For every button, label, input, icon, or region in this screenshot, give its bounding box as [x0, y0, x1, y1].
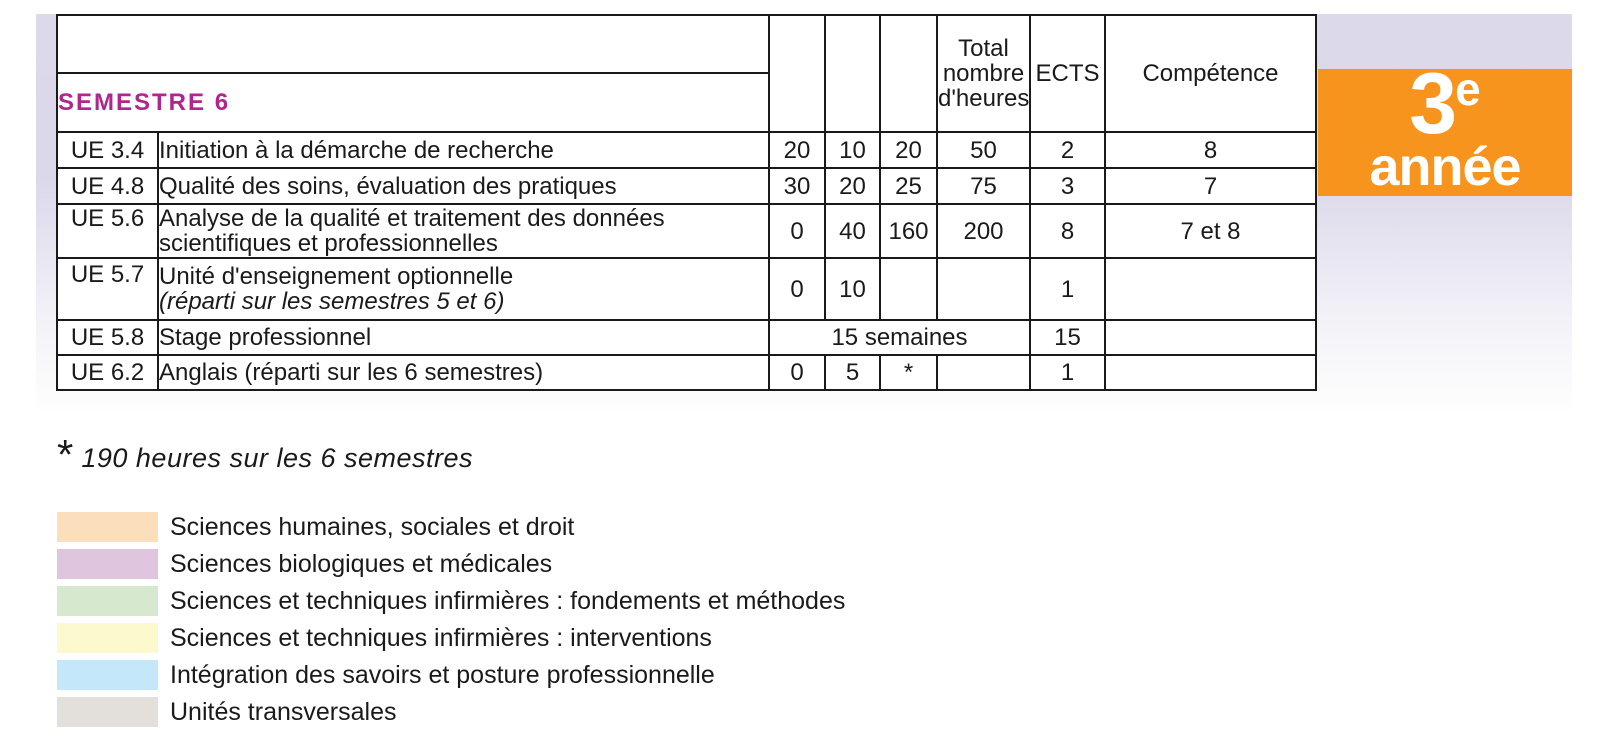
footnote: * 190 heures sur les 6 semestres	[57, 434, 473, 476]
legend-item: Sciences et techniques infirmières : int…	[57, 623, 845, 653]
year-badge: 3e année	[1318, 61, 1572, 198]
cm-cell: 0	[768, 257, 826, 321]
legend-item: Unités transversales	[57, 697, 845, 727]
total-cell	[936, 354, 1031, 391]
column-header-td: TD	[824, 14, 881, 133]
legend-item: Intégration des savoirs et posture profe…	[57, 660, 845, 690]
table-row: UE 6.2 Anglais (réparti sur les 6 semest…	[56, 354, 1317, 391]
ue-code-cell: UE 6.2	[56, 354, 159, 391]
cm-cell: 30	[768, 167, 826, 205]
table-row: UE 5.6 Analyse de la qualité et traiteme…	[56, 203, 1317, 259]
stage-duration-cell: 15 semaines	[768, 319, 1031, 356]
ects-cell: 2	[1029, 131, 1106, 169]
legend-label: Intégration des savoirs et posture profe…	[170, 660, 715, 689]
footnote-asterisk: *	[57, 431, 74, 478]
total-cell	[936, 257, 1031, 321]
ects-cell: 15	[1029, 319, 1106, 356]
td-cell: 40	[824, 203, 881, 259]
cm-cell: 0	[768, 354, 826, 391]
table-row: UE 5.7 Unité d'enseignement optionnelle …	[56, 257, 1317, 321]
ects-cell: 3	[1029, 167, 1106, 205]
legend-item: Sciences biologiques et médicales	[57, 549, 845, 579]
legend-swatch-unites-transversales	[57, 697, 158, 727]
competence-cell	[1104, 319, 1317, 356]
tp-cell: 25	[879, 167, 938, 205]
cm-cell: 20	[768, 131, 826, 169]
competence-cell: 7 et 8	[1104, 203, 1317, 259]
course-title-cell: Initiation à la démarche de recherche	[157, 131, 770, 169]
legend: Sciences humaines, sociales et droit Sci…	[57, 512, 845, 727]
td-cell: 10	[824, 257, 881, 321]
tp-cell	[879, 257, 938, 321]
legend-swatch-sciences-humaines	[57, 512, 158, 542]
ue-code-cell: UE 5.6	[56, 203, 159, 259]
ects-cell: 1	[1029, 354, 1106, 391]
tp-asterisk-cell: *	[879, 354, 938, 391]
semester-table: CM TD TP Total nombre d'heures ECTS Comp…	[56, 14, 1317, 391]
legend-swatch-integration-savoirs	[57, 660, 158, 690]
course-title-cell: Qualité des soins, évaluation des pratiq…	[157, 167, 770, 205]
ue-code-cell: UE 4.8	[56, 167, 159, 205]
course-title-cell: Anglais (réparti sur les 6 semestres)	[157, 354, 770, 391]
competence-cell	[1104, 257, 1317, 321]
total-cell: 200	[936, 203, 1031, 259]
legend-label: Sciences et techniques infirmières : int…	[170, 623, 712, 652]
legend-label: Sciences et techniques infirmières : fon…	[170, 586, 846, 615]
course-title-line: Unité d'enseignement optionnelle	[159, 263, 514, 290]
table-spacer	[56, 14, 770, 74]
td-cell: 20	[824, 167, 881, 205]
legend-label: Sciences humaines, sociales et droit	[170, 512, 575, 541]
year-badge-word: année	[1369, 137, 1521, 198]
page-title: SEMESTRE 6	[56, 72, 770, 133]
competence-cell	[1104, 354, 1317, 391]
course-title-cell: Unité d'enseignement optionnelle (répart…	[157, 257, 770, 321]
legend-item: Sciences et techniques infirmières : fon…	[57, 586, 845, 616]
td-cell: 5	[824, 354, 881, 391]
badge-number: 3	[1409, 55, 1457, 152]
course-title-cell: Stage professionnel	[157, 319, 770, 356]
column-header-total-hours: Total nombre d'heures	[936, 14, 1031, 133]
total-cell: 50	[936, 131, 1031, 169]
ue-code-cell: UE 5.8	[56, 319, 159, 356]
badge-ordinal: e	[1455, 62, 1481, 115]
legend-label: Unités transversales	[170, 697, 397, 726]
ects-cell: 8	[1029, 203, 1106, 259]
table-row: UE 3.4 Initiation à la démarche de reche…	[56, 131, 1317, 169]
year-badge-number: 3e	[1409, 61, 1480, 147]
tp-cell: 160	[879, 203, 938, 259]
legend-item: Sciences humaines, sociales et droit	[57, 512, 845, 542]
ue-code-cell: UE 3.4	[56, 131, 159, 169]
ects-cell: 1	[1029, 257, 1106, 321]
footnote-text: 190 heures sur les 6 semestres	[81, 443, 474, 473]
competence-cell: 8	[1104, 131, 1317, 169]
legend-swatch-fondements-methodes	[57, 586, 158, 616]
legend-label: Sciences biologiques et médicales	[170, 549, 553, 578]
total-cell: 75	[936, 167, 1031, 205]
td-cell: 10	[824, 131, 881, 169]
course-subtitle-line: (réparti sur les semestres 5 et 6)	[159, 288, 505, 315]
table-row: UE 4.8 Qualité des soins, évaluation des…	[56, 167, 1317, 205]
column-header-competence: Compétence	[1104, 14, 1317, 133]
cm-cell: 0	[768, 203, 826, 259]
column-header-cm: CM	[768, 14, 826, 133]
course-title-cell: Analyse de la qualité et traitement des …	[157, 203, 770, 259]
column-header-tp: TP	[879, 14, 938, 133]
competence-cell: 7	[1104, 167, 1317, 205]
legend-swatch-interventions	[57, 623, 158, 653]
column-header-ects: ECTS	[1029, 14, 1106, 133]
legend-swatch-sciences-biologiques	[57, 549, 158, 579]
table-row: UE 5.8 Stage professionnel 15 semaines 1…	[56, 319, 1317, 356]
ue-code-cell: UE 5.7	[56, 257, 159, 321]
tp-cell: 20	[879, 131, 938, 169]
